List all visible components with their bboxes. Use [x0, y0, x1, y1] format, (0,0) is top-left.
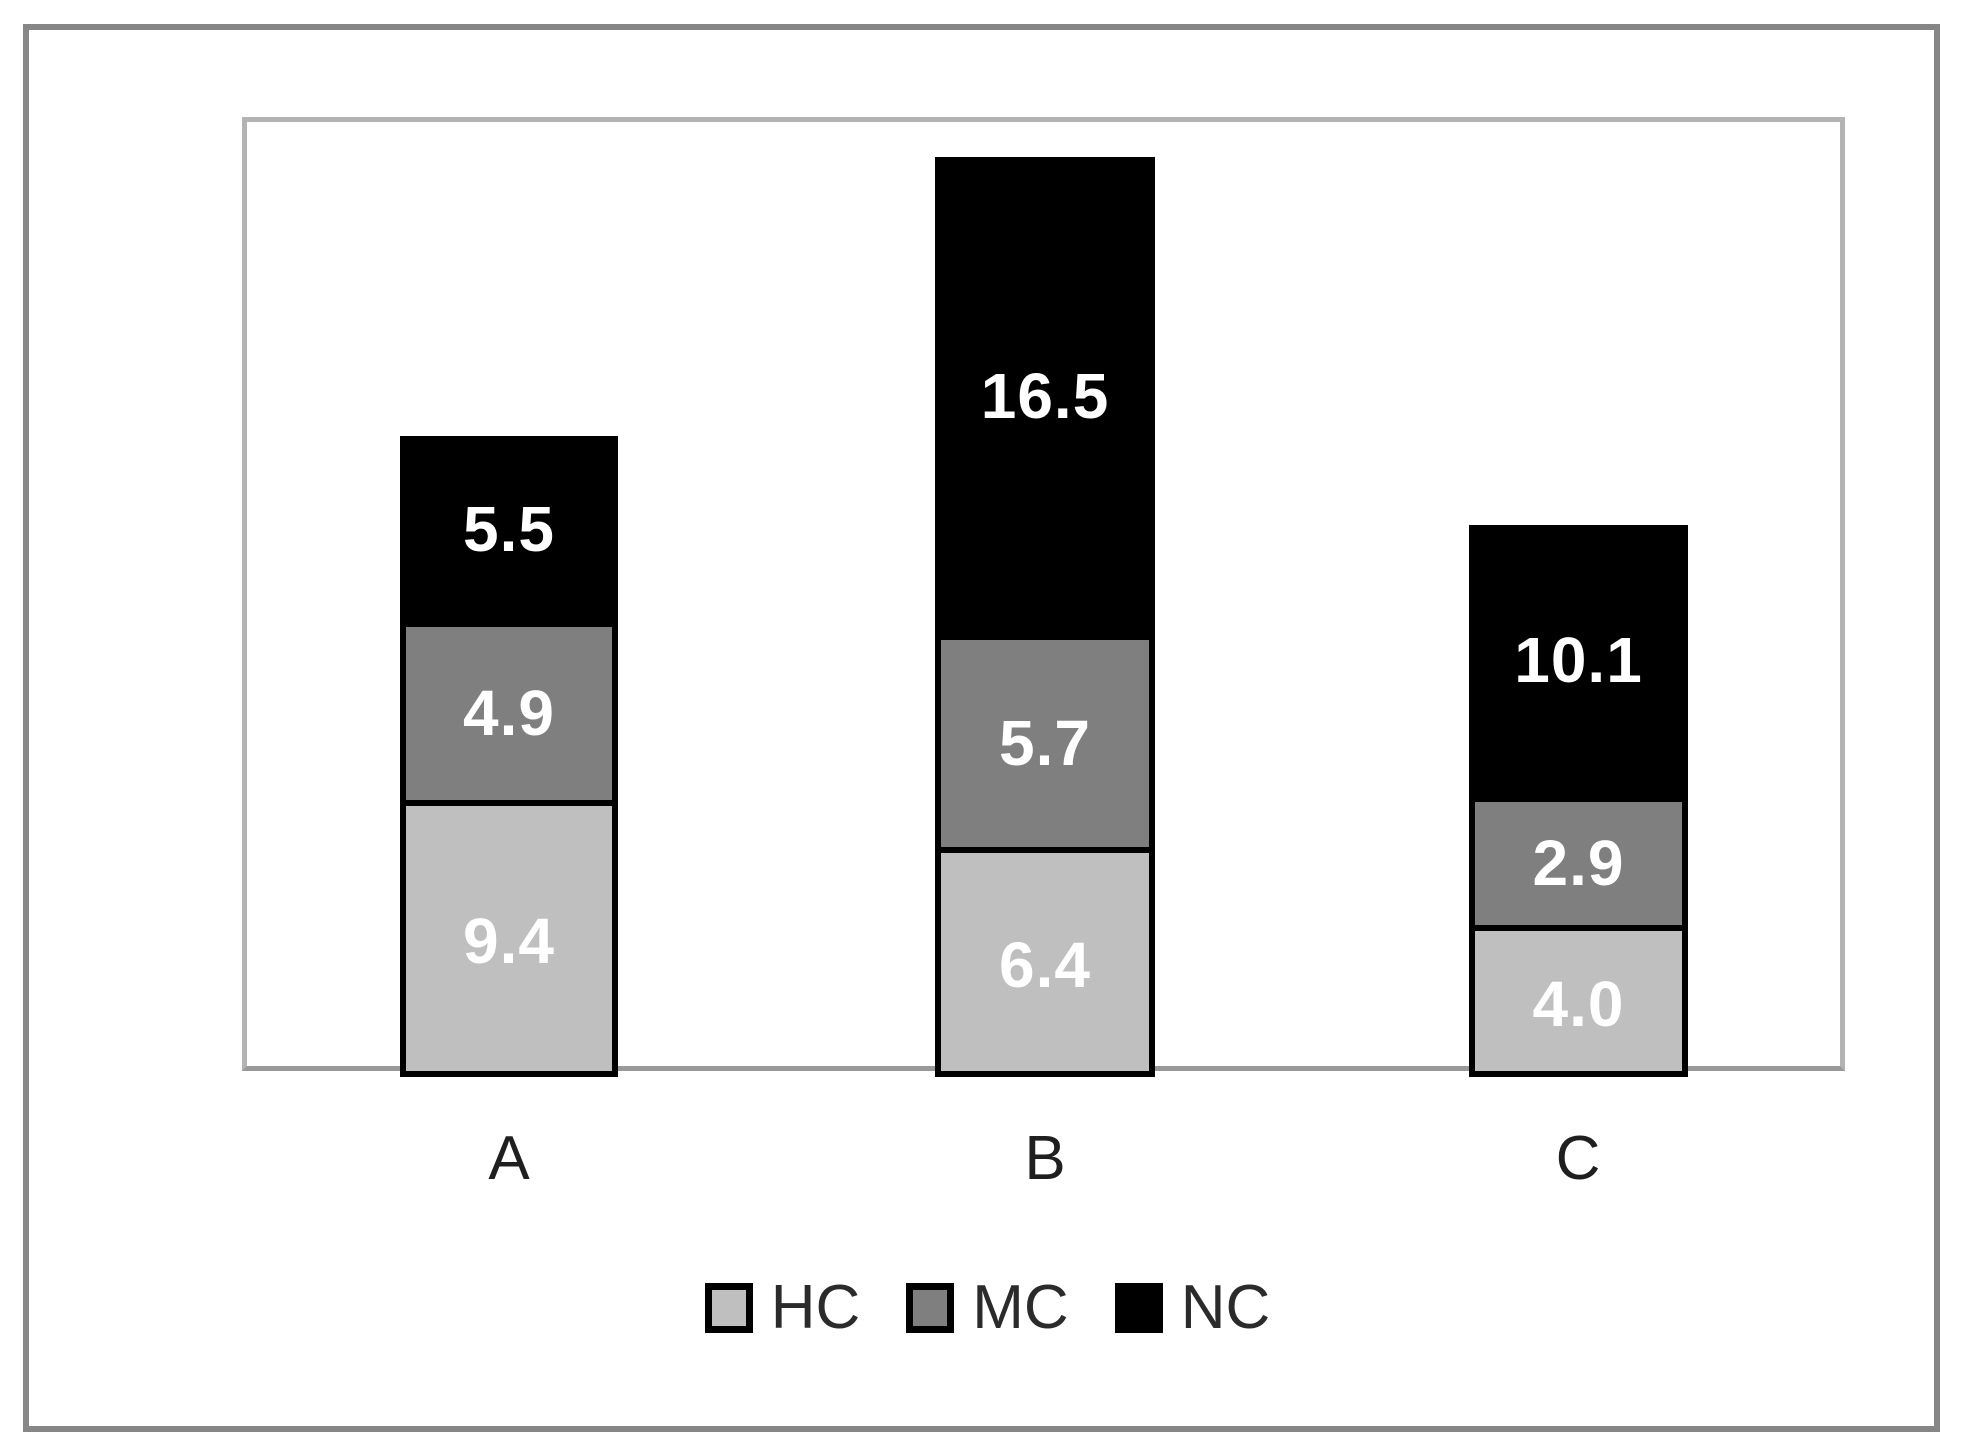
- category-label-C: C: [1555, 1124, 1601, 1193]
- value-label-B-HC: 6.4: [999, 928, 1091, 1001]
- segment-C-MC: 2.9: [1469, 795, 1688, 926]
- segment-B-NC: 16.5: [935, 157, 1155, 635]
- legend-item-HC: HC: [704, 1273, 861, 1342]
- value-label-A-MC: 4.9: [463, 677, 555, 750]
- legend-swatch-MC: [906, 1283, 955, 1333]
- segment-A-HC: 9.4: [400, 799, 618, 1077]
- value-label-C-MC: 2.9: [1532, 827, 1625, 900]
- value-label-B-NC: 16.5: [980, 359, 1110, 432]
- legend-label-NC: NC: [1180, 1273, 1271, 1342]
- segment-C-NC: 10.1: [1469, 525, 1688, 796]
- legend-swatch-HC: [704, 1283, 753, 1333]
- legend: HC MC NC: [0, 1268, 1975, 1348]
- category-label-A: A: [488, 1124, 530, 1193]
- legend-item-MC: MC: [906, 1273, 1069, 1342]
- category-label-B: B: [1024, 1124, 1066, 1193]
- value-label-A-NC: 5.5: [463, 492, 555, 565]
- segment-A-NC: 5.5: [400, 436, 618, 622]
- value-label-A-HC: 9.4: [463, 905, 555, 978]
- segment-B-HC: 6.4: [935, 846, 1155, 1077]
- legend-item-NC: NC: [1114, 1273, 1271, 1342]
- segment-A-MC: 4.9: [400, 621, 618, 800]
- value-label-C-NC: 10.1: [1514, 624, 1643, 697]
- figure-outer-border: [23, 24, 1940, 1432]
- bar-B: 16.5 5.7 6.4: [935, 157, 1155, 1077]
- segment-B-MC: 5.7: [935, 634, 1155, 847]
- value-label-B-MC: 5.7: [999, 707, 1091, 780]
- legend-swatch-NC: [1114, 1283, 1163, 1333]
- bar-C: 10.1 2.9 4.0: [1469, 525, 1688, 1077]
- bar-A: 5.5 4.9 9.4: [400, 436, 618, 1077]
- segment-C-HC: 4.0: [1469, 925, 1688, 1077]
- legend-label-HC: HC: [770, 1273, 861, 1342]
- value-label-C-HC: 4.0: [1532, 968, 1625, 1041]
- legend-label-MC: MC: [972, 1273, 1069, 1342]
